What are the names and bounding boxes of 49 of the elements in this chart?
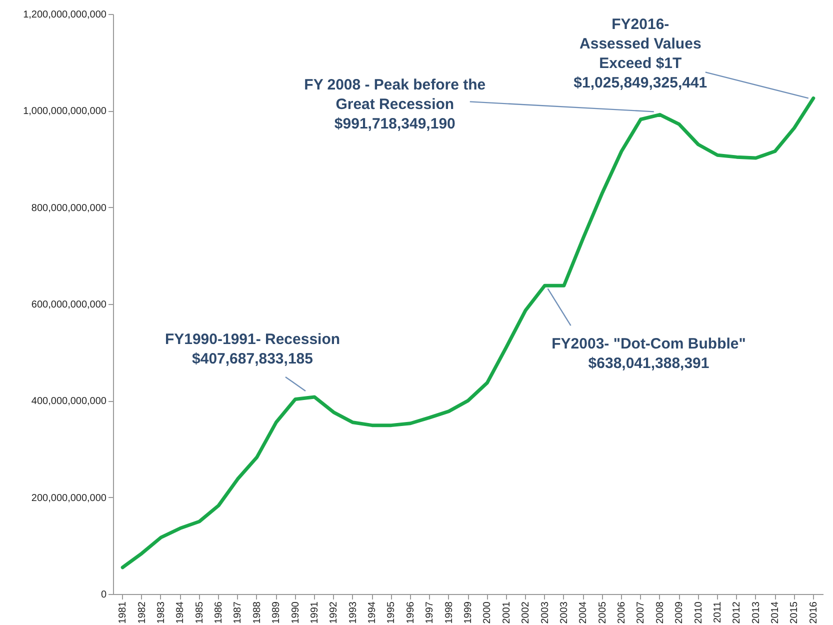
x-tick-label: 1997 — [424, 601, 436, 624]
x-tick-label: 1983 — [156, 601, 167, 624]
x-tick-label: 1981 — [118, 601, 129, 624]
x-tick-label: 2012 — [732, 601, 743, 624]
x-tick-label: 1990 — [290, 601, 302, 624]
x-tick-label: 1985 — [194, 601, 206, 624]
x-tick-label: 1999 — [463, 601, 474, 624]
x-tick-label: 2006 — [616, 601, 628, 624]
x-tick-label: 2003 — [558, 601, 570, 624]
y-tick-label: 200,000,000,000 — [31, 492, 107, 504]
x-tick-label: 2000 — [482, 601, 494, 624]
annotation: FY2016- Assessed Values Exceed $1T $1,025,849,325,441 — [574, 16, 708, 92]
x-tick-label: 1988 — [252, 601, 263, 624]
x-tick-label: 1996 — [405, 601, 416, 624]
x-tick-label: 1987 — [232, 601, 244, 624]
x-tick-label: 2016 — [808, 601, 820, 624]
y-tick-label: 800,000,000,000 — [31, 202, 107, 214]
x-tick-label: 2009 — [674, 601, 686, 624]
x-tick-label: 2010 — [693, 601, 704, 624]
x-tick-label: 1992 — [328, 601, 340, 624]
x-tick-label: 2011 — [712, 601, 724, 624]
y-tick-label: 1,000,000,000,000 — [23, 106, 107, 118]
annotation: FY2003- "Dot-Com Bubble" $638,041,388,391 — [552, 336, 746, 372]
x-tick-label: 2001 — [501, 601, 512, 624]
x-tick-label: 1989 — [271, 601, 282, 624]
x-tick-label: 1984 — [175, 601, 186, 624]
line-series — [120, 96, 816, 570]
x-tick-label: 1998 — [444, 601, 455, 624]
x-tick-label: 2005 — [597, 601, 608, 624]
x-tick-label: 2008 — [654, 601, 666, 624]
x-tick-label: 1982 — [136, 601, 148, 624]
x-tick-label: 2003 — [540, 601, 551, 624]
x-tick-label: 1993 — [348, 601, 359, 624]
x-tick-label: 2015 — [789, 601, 800, 624]
x-tick-label: 2014 — [770, 601, 782, 624]
x-tick-label: 1986 — [214, 601, 225, 624]
x-tick-label: 1994 — [367, 601, 378, 624]
x-tick-label: 2002 — [520, 601, 532, 624]
x-tick-label: 2013 — [750, 601, 762, 624]
x-tick-label: 2004 — [578, 601, 590, 624]
y-tick-label: 600,000,000,000 — [31, 300, 107, 310]
x-tick-label: 1991 — [309, 601, 320, 624]
y-tick-label: 0 — [100, 590, 107, 600]
y-tick-label: 1,200,000,000,000 — [23, 10, 107, 20]
x-tick-label: 1995 — [386, 601, 398, 624]
annotation: FY1990-1991- Recession $407,687,833,185 — [164, 330, 340, 368]
x-tick-label: 2007 — [636, 601, 647, 624]
annotation: FY 2008 - Peak before the Great Recession $991,718,349,190 — [304, 76, 486, 133]
y-tick-label: 400,000,000,000 — [31, 396, 107, 408]
